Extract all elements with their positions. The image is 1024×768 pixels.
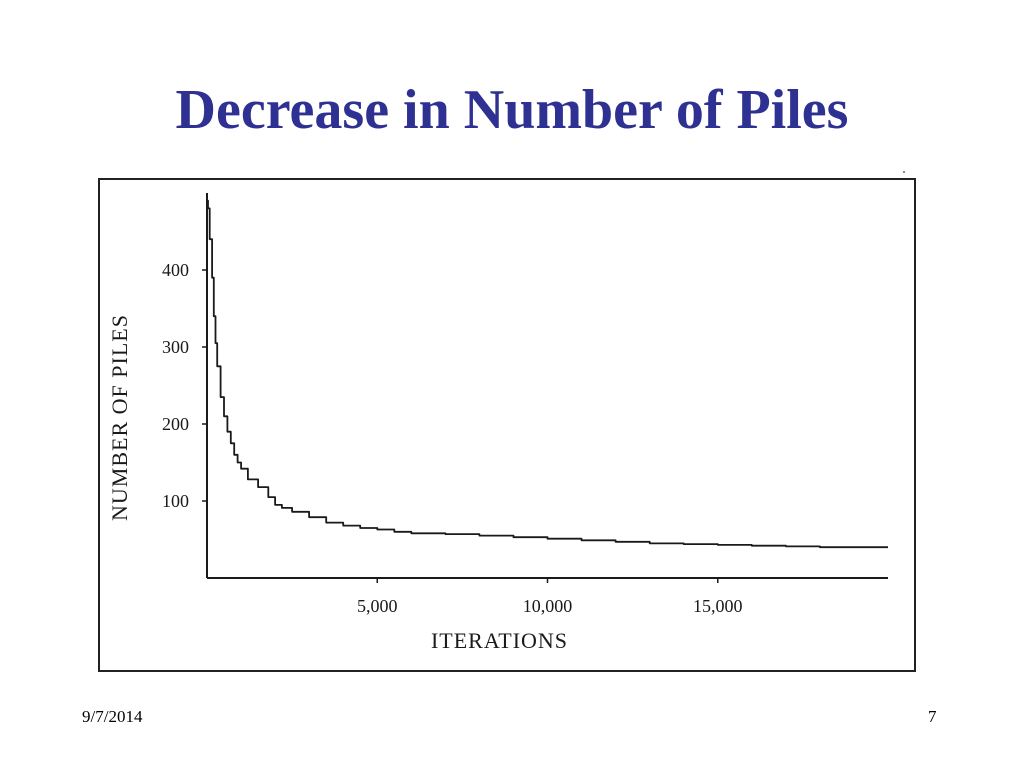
y-axis-ticks: 100 200 300 400	[162, 260, 207, 511]
y-tick-label: 100	[162, 491, 189, 511]
x-tick-label: 5,000	[357, 596, 398, 616]
x-axis-label: ITERATIONS	[431, 628, 568, 653]
slide-title: Decrease in Number of Piles	[175, 79, 849, 141]
series-group	[207, 199, 888, 549]
y-axis-label: NUMBER OF PILES	[107, 314, 132, 521]
chart-axes	[206, 193, 888, 579]
series-line-0	[207, 199, 888, 549]
x-tick-label: 15,000	[693, 596, 743, 616]
slide-page-number: 7	[928, 707, 937, 726]
slide-date: 9/7/2014	[82, 707, 143, 726]
x-axis-ticks: 5,000 10,000 15,000	[357, 578, 743, 616]
x-tick-label: 10,000	[523, 596, 573, 616]
y-tick-label: 400	[162, 260, 189, 280]
frame-mark	[903, 171, 905, 173]
y-tick-label: 300	[162, 337, 189, 357]
figure-frame	[98, 178, 916, 672]
y-tick-label: 200	[162, 414, 189, 434]
